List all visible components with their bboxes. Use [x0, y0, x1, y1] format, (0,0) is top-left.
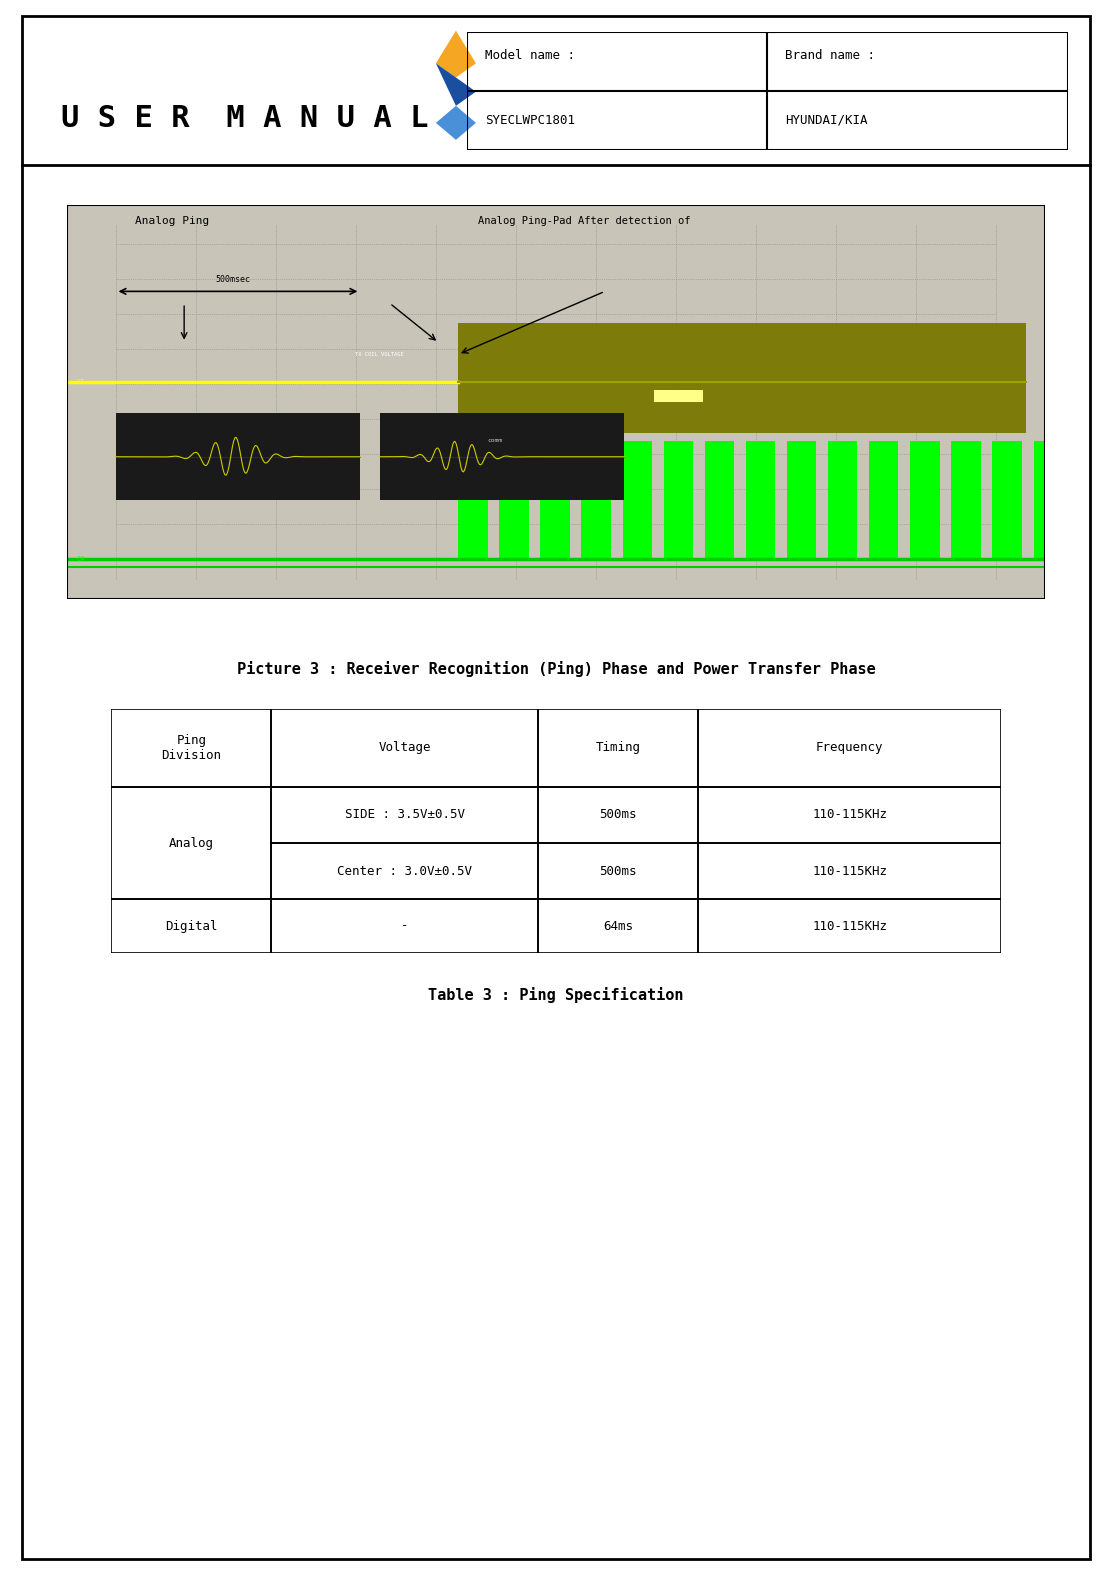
Bar	[271, 843, 538, 899]
Bar	[116, 413, 360, 501]
Polygon shape	[436, 32, 476, 77]
Bar	[911, 441, 940, 559]
Bar	[271, 788, 538, 843]
Bar	[623, 441, 652, 559]
Text: C1: C1	[77, 380, 85, 384]
Bar	[698, 899, 1001, 953]
Bar	[828, 441, 857, 559]
Text: SIDE : 3.5V±0.5V: SIDE : 3.5V±0.5V	[345, 808, 465, 822]
Text: 500ms: 500ms	[599, 808, 637, 822]
Text: Voltage: Voltage	[378, 742, 431, 754]
Bar	[538, 788, 698, 843]
Text: Digital: Digital	[165, 920, 218, 932]
Bar	[380, 413, 625, 501]
Text: 500ms: 500ms	[599, 865, 637, 877]
Bar	[458, 323, 1025, 433]
Bar	[458, 441, 487, 559]
Bar	[787, 441, 816, 559]
Text: SYECLWPC1801: SYECLWPC1801	[485, 113, 575, 126]
Text: 500msec: 500msec	[216, 276, 250, 284]
Bar	[111, 899, 271, 953]
Text: Timing: Timing	[596, 742, 641, 754]
Text: Brand name :: Brand name :	[785, 49, 875, 61]
Bar	[1033, 441, 1063, 559]
Text: HYUNDAI/KIA: HYUNDAI/KIA	[785, 113, 867, 126]
Bar	[952, 441, 981, 559]
Text: Frequency: Frequency	[816, 742, 883, 754]
Text: Model name :: Model name :	[485, 49, 575, 61]
Text: comm: comm	[487, 438, 503, 444]
Text: TX COIL VOLTAGE: TX COIL VOLTAGE	[356, 351, 405, 358]
Bar	[538, 899, 698, 953]
Bar	[746, 441, 775, 559]
Text: Analog Ping-Pad After detection of: Analog Ping-Pad After detection of	[478, 216, 691, 225]
Text: 64ms: 64ms	[604, 920, 633, 932]
Text: U S E R  M A N U A L: U S E R M A N U A L	[61, 104, 428, 132]
Bar	[992, 441, 1022, 559]
Bar	[111, 709, 271, 788]
Bar	[698, 709, 1001, 788]
Bar	[664, 441, 693, 559]
Bar	[538, 843, 698, 899]
Text: 110-115KHz: 110-115KHz	[812, 865, 887, 877]
Text: Picture 3 : Receiver Recognition (Ping) Phase and Power Transfer Phase: Picture 3 : Receiver Recognition (Ping) …	[237, 662, 875, 677]
Polygon shape	[436, 106, 476, 140]
Bar	[111, 788, 271, 899]
Polygon shape	[436, 63, 476, 106]
Bar	[540, 441, 569, 559]
Bar	[538, 709, 698, 788]
Text: Center : 3.0V±0.5V: Center : 3.0V±0.5V	[337, 865, 473, 877]
Bar	[870, 441, 898, 559]
Text: Analog: Analog	[169, 836, 214, 849]
Bar	[705, 441, 734, 559]
Text: Analog Ping: Analog Ping	[136, 216, 209, 225]
Text: C4: C4	[77, 556, 85, 562]
Bar	[271, 899, 538, 953]
Bar	[458, 323, 1025, 433]
Bar	[698, 788, 1001, 843]
Bar	[271, 709, 538, 788]
Bar	[499, 441, 528, 559]
Text: 110-115KHz: 110-115KHz	[812, 920, 887, 932]
Text: -: -	[401, 920, 408, 932]
Bar	[654, 391, 703, 402]
Bar	[698, 843, 1001, 899]
Text: Table 3 : Ping Specification: Table 3 : Ping Specification	[428, 988, 684, 1003]
Text: Ping
Division: Ping Division	[161, 734, 221, 762]
Bar	[582, 441, 610, 559]
Text: 110-115KHz: 110-115KHz	[812, 808, 887, 822]
